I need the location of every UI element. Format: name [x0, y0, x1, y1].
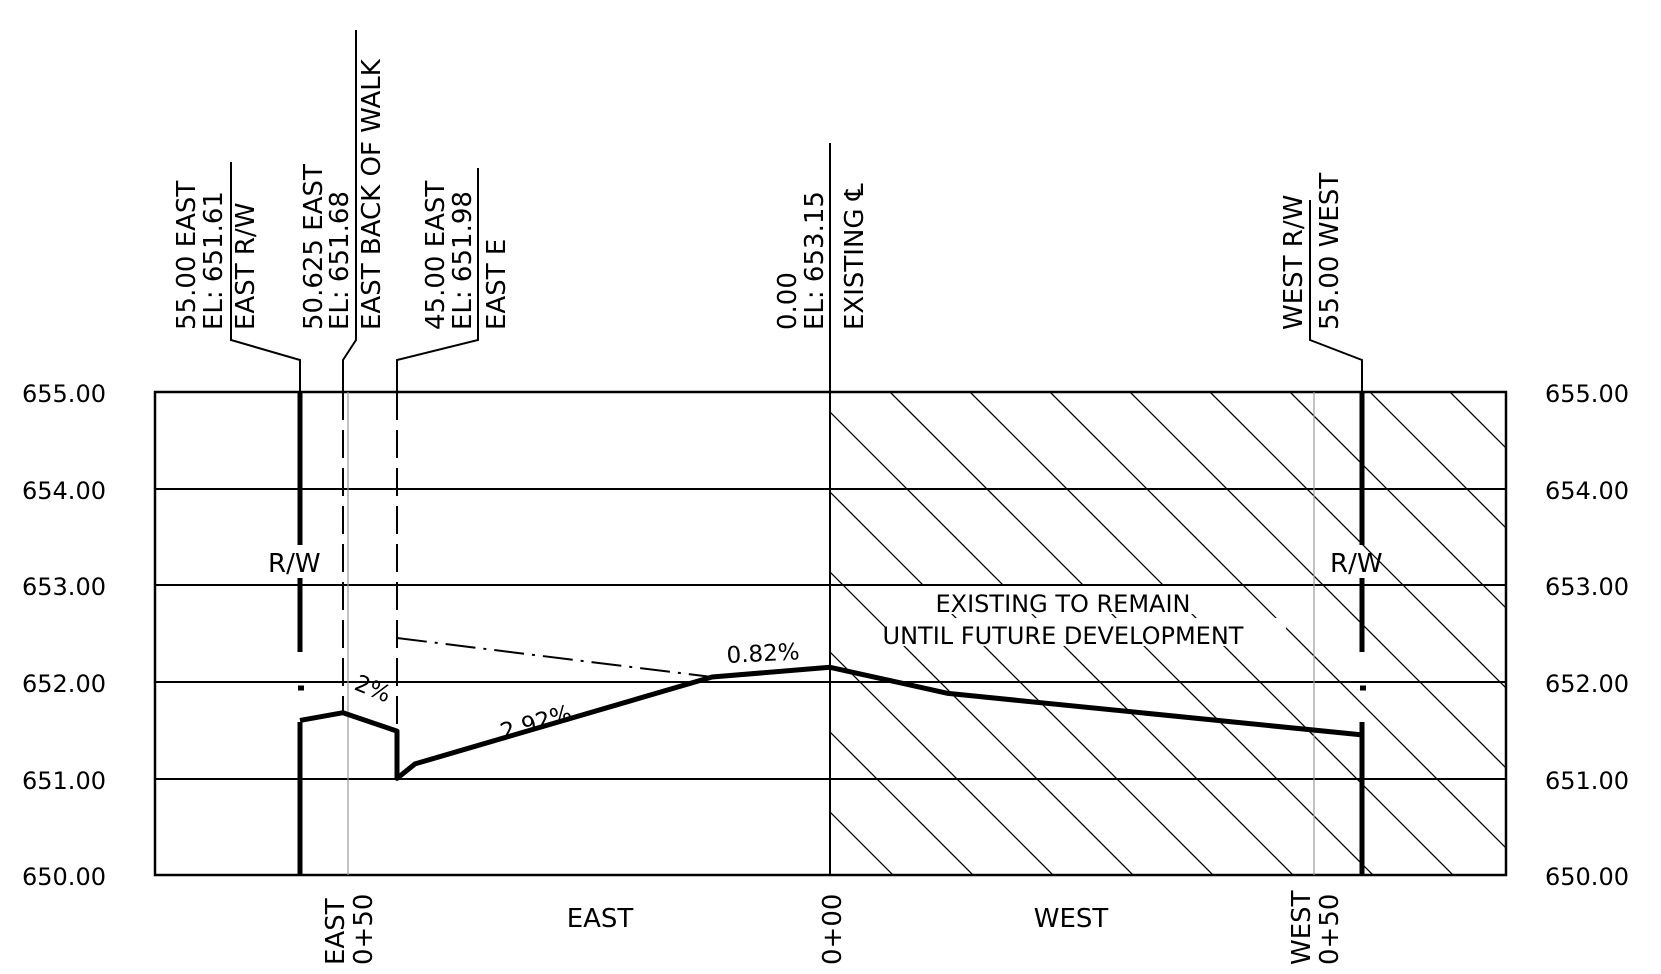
y-tick-label: 652.00: [1545, 670, 1629, 698]
y-tick-label: 651.00: [22, 767, 106, 795]
note-line-2: UNTIL FUTURE DEVELOPMENT: [883, 622, 1244, 650]
hatch-line: [830, 651, 1054, 875]
hatch-line: [1209, 392, 1506, 689]
leader-east-rw: [230, 162, 301, 392]
existing-note: EXISTING TO REMAIN UNTIL FUTURE DEVELOPM…: [883, 586, 1286, 650]
y-tick-label: 653.00: [22, 573, 106, 601]
y-tick-label: 655.00: [1545, 380, 1629, 408]
rw-markers: [297, 392, 1366, 875]
hatch-line: [1369, 392, 1506, 529]
callout-line: EAST E: [482, 239, 512, 330]
station-west-0-50-bottom: 0+50: [1315, 894, 1345, 965]
y-axis-right: 655.00 654.00 653.00 652.00 651.00 650.0…: [1545, 380, 1629, 891]
callout-line: 50.625 EAST: [299, 164, 329, 330]
station-west-0-50-top: WEST: [1287, 890, 1317, 965]
callout-east-rw: 55.00 EAST EL: 651.61 EAST R/W: [172, 181, 261, 330]
slope-labels: 2% 2.92% 0.82%: [351, 639, 801, 746]
leader-east-back-of-walk: [342, 30, 357, 392]
callout-line: EXISTING ℄: [840, 183, 870, 330]
slope-label-2-92pct: 2.92%: [497, 701, 574, 746]
callout-east-edge: 45.00 EAST EL: 651.98 EAST E: [421, 181, 512, 330]
note-mask: [918, 586, 1208, 614]
callout-existing-centerline: 0.00 EL: 653.15 EXISTING ℄: [773, 183, 870, 330]
leader-west-rw: [1309, 200, 1363, 392]
y-tick-label: 650.00: [1545, 863, 1629, 891]
note-line-1: EXISTING TO REMAIN: [935, 590, 1190, 618]
hatch-line: [1049, 392, 1506, 849]
slope-label-0-82pct: 0.82%: [726, 639, 800, 669]
station-west: WEST: [1034, 904, 1109, 934]
y-tick-label: 653.00: [1545, 573, 1629, 601]
callout-line: EL: 651.68: [325, 191, 355, 330]
station-labels: EAST 0+50 EAST 0+00 WEST WEST 0+50: [321, 890, 1345, 965]
rw-label-west: R/W: [1330, 549, 1383, 579]
hatch-line: [830, 731, 974, 875]
note-mask: [886, 618, 1286, 646]
slope-label-2pct: 2%: [351, 670, 395, 708]
rw-label-east: R/W: [268, 549, 321, 579]
callout-line: EL: 651.98: [448, 191, 478, 330]
y-tick-label: 654.00: [22, 477, 106, 505]
hatch-line: [1449, 392, 1506, 449]
hatch-line: [1129, 392, 1506, 769]
leader-lines: [230, 30, 1363, 392]
hatch-line: [1289, 392, 1506, 609]
station-east-0-50-bottom: 0+50: [349, 894, 379, 965]
station-centerline: 0+00: [818, 894, 848, 965]
callout-line: EL: 651.61: [199, 191, 229, 330]
rw-labels: R/W R/W: [268, 549, 1383, 579]
callout-line: EAST BACK OF WALK: [357, 58, 387, 330]
callout-east-back-of-walk: 50.625 EAST EL: 651.68 EAST BACK OF WALK: [299, 58, 387, 330]
callout-west-rw: WEST R/W 55.00 WEST: [1279, 173, 1345, 330]
callout-line: 55.00 WEST: [1315, 173, 1345, 330]
y-tick-label: 652.00: [22, 670, 106, 698]
station-east: EAST: [567, 904, 634, 934]
y-tick-label: 655.00: [22, 380, 106, 408]
station-east-0-50-top: EAST: [321, 898, 351, 965]
y-tick-label: 651.00: [1545, 767, 1629, 795]
callout-line: EAST R/W: [231, 203, 261, 330]
callout-line: 0.00: [773, 272, 803, 330]
leader-east-edge: [396, 168, 479, 392]
y-axis-left: 655.00 654.00 653.00 652.00 651.00 650.0…: [22, 380, 106, 891]
callout-line: WEST R/W: [1279, 195, 1309, 330]
callout-line: 55.00 EAST: [172, 181, 202, 330]
callout-line: 45.00 EAST: [421, 181, 451, 330]
ground-profile: [299, 664, 1363, 781]
future-grade-line: [396, 637, 713, 678]
y-tick-label: 650.00: [22, 863, 106, 891]
dashed-offset-lines: [342, 392, 398, 760]
callout-line: EL: 653.15: [800, 191, 830, 330]
hatch-line: [830, 811, 894, 875]
y-tick-label: 654.00: [1545, 477, 1629, 505]
